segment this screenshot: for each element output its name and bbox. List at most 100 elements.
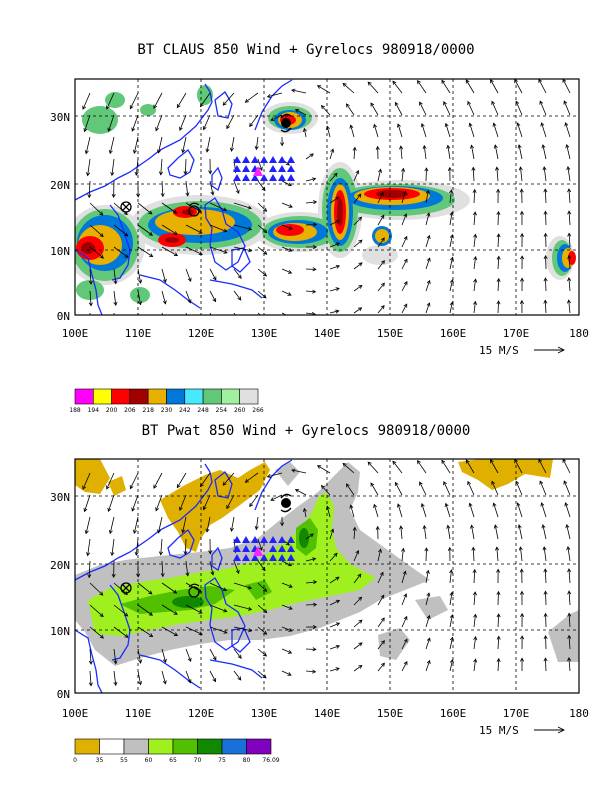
wind-vector bbox=[449, 592, 453, 606]
wind-vector bbox=[305, 153, 314, 160]
bottom-wind-vectors bbox=[82, 459, 572, 687]
wind-vector bbox=[539, 100, 547, 116]
top-scale-arrow bbox=[534, 346, 566, 354]
wind-vector-head bbox=[496, 233, 501, 238]
wind-vector bbox=[200, 472, 211, 487]
wind-vector bbox=[89, 268, 92, 285]
wind-vector bbox=[473, 301, 476, 314]
wind-vector-head bbox=[403, 303, 408, 308]
wind-vector-head bbox=[519, 188, 524, 193]
wind-vector bbox=[425, 302, 430, 314]
wind-vector-head bbox=[134, 551, 139, 556]
wind-vector bbox=[233, 202, 252, 209]
top-gyre-markers bbox=[233, 156, 295, 181]
wind-vector bbox=[346, 483, 355, 496]
wind-vector-head bbox=[99, 613, 104, 618]
wind-vector-head bbox=[424, 547, 429, 552]
wind-vector-head bbox=[422, 144, 427, 150]
wind-vector bbox=[209, 582, 227, 591]
wind-vector-head bbox=[394, 101, 399, 107]
wind-vector bbox=[377, 260, 385, 270]
wind-vector-head bbox=[88, 302, 93, 307]
top-colorbar-label: 218 bbox=[142, 407, 154, 414]
wind-vector-head bbox=[367, 461, 372, 466]
wind-vector-head bbox=[157, 529, 162, 534]
wind-vector bbox=[161, 626, 178, 636]
wind-vector bbox=[568, 568, 571, 584]
gyre-triangle bbox=[260, 156, 268, 163]
wind-vector-head bbox=[132, 149, 137, 154]
top-cloud-field bbox=[75, 85, 576, 303]
wind-vector bbox=[137, 582, 153, 595]
wind-vector bbox=[543, 166, 547, 182]
wind-vector bbox=[350, 505, 355, 518]
wind-vector-head bbox=[254, 145, 259, 151]
wind-vector-head bbox=[401, 547, 406, 552]
wind-vector-head bbox=[401, 167, 406, 172]
wind-vector bbox=[544, 189, 547, 204]
wind-vector bbox=[233, 626, 252, 632]
wind-vector bbox=[89, 582, 104, 596]
wind-vector bbox=[377, 662, 385, 672]
wind-vector-head bbox=[355, 169, 360, 175]
wind-vector-head bbox=[520, 232, 525, 238]
wind-vector-head bbox=[287, 650, 293, 654]
wind-vector bbox=[113, 224, 128, 237]
wind-vector-head bbox=[294, 109, 300, 113]
wind-vector-head bbox=[263, 207, 268, 212]
wind-vector-head bbox=[287, 672, 292, 676]
wind-vector bbox=[449, 302, 453, 314]
gyre-triangle bbox=[287, 165, 295, 172]
wind-vector bbox=[568, 300, 571, 314]
wind-vector-head bbox=[392, 80, 397, 85]
wind-vector-head bbox=[403, 235, 408, 241]
wind-vector-head bbox=[205, 148, 210, 153]
wind-vector bbox=[267, 92, 283, 98]
wind-vector-head bbox=[87, 194, 92, 199]
wind-vector bbox=[82, 472, 91, 490]
wind-vector bbox=[135, 158, 139, 176]
wind-vector bbox=[449, 234, 453, 248]
wind-vector bbox=[473, 279, 476, 292]
bottom-lon-label-150: 150E bbox=[377, 707, 404, 720]
wind-vector bbox=[473, 234, 476, 248]
wind-vector-head bbox=[312, 669, 317, 674]
wind-vector bbox=[84, 494, 91, 512]
wind-vector bbox=[497, 234, 500, 248]
wind-vector-head bbox=[86, 552, 91, 557]
wind-vector bbox=[153, 92, 163, 109]
wind-vector-head bbox=[426, 257, 431, 262]
wind-vector bbox=[305, 312, 316, 315]
wind-vector-head bbox=[563, 100, 568, 105]
bottom-scale-arrow bbox=[534, 726, 566, 734]
wind-vector-head bbox=[223, 629, 228, 634]
wind-vector bbox=[305, 558, 316, 562]
bottom-colorbar-label: 75 bbox=[218, 757, 226, 764]
wind-vector bbox=[281, 268, 292, 274]
wind-vector-head bbox=[540, 502, 545, 507]
wind-vector bbox=[329, 622, 340, 628]
wind-vector-head bbox=[263, 250, 268, 255]
wind-vector-head bbox=[202, 506, 207, 511]
wind-vector-head bbox=[312, 177, 317, 182]
wind-vector-head bbox=[199, 103, 204, 108]
wind-vector bbox=[329, 576, 340, 584]
wind-vector bbox=[281, 626, 292, 632]
wind-vector bbox=[281, 202, 293, 208]
wind-vector bbox=[473, 659, 476, 672]
top-colorbar-swatch bbox=[202, 388, 222, 405]
wind-vector bbox=[130, 92, 139, 109]
wind-vector-head bbox=[349, 504, 354, 509]
top-colorbar-label: 254 bbox=[216, 407, 228, 414]
wind-vector-head bbox=[82, 485, 87, 490]
wind-vector-head bbox=[449, 189, 454, 194]
wind-vector-head bbox=[198, 230, 203, 234]
wind-vector bbox=[353, 642, 363, 650]
wind-vector-head bbox=[358, 619, 363, 624]
wind-vector-head bbox=[248, 248, 253, 253]
wind-vector bbox=[490, 459, 499, 474]
wind-vector bbox=[473, 592, 476, 606]
gyre-triangle bbox=[278, 165, 286, 172]
wind-vector-head bbox=[124, 634, 129, 638]
bottom-map-panel: 0N 10N 20N 30N 100E 110E 120E 130E 140E … bbox=[50, 458, 589, 737]
